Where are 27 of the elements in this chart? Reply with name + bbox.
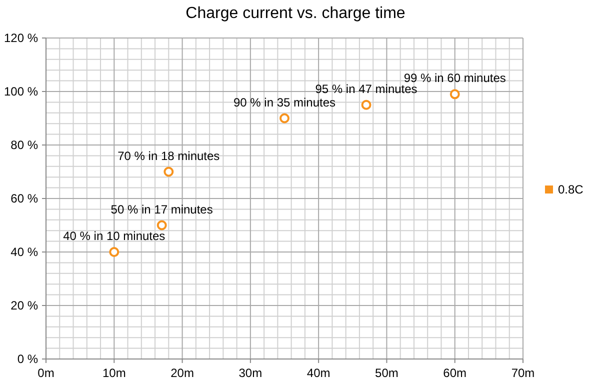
data-label: 70 % in 18 minutes — [118, 148, 220, 163]
y-tick-label: 40 % — [10, 245, 38, 259]
point — [109, 247, 120, 257]
y-tick-label: 0 % — [17, 352, 38, 366]
point — [164, 166, 174, 177]
x-tick-label: 30m — [238, 366, 262, 380]
x-tick-label: 0m — [38, 366, 54, 380]
y-tick-label: 60 % — [10, 192, 38, 206]
point — [280, 113, 290, 124]
data-label: 50 % in 17 minutes — [110, 202, 213, 216]
y-tick-label: 80 % — [10, 138, 38, 152]
y-tick-label: 100 % — [4, 84, 38, 98]
data-label: 90 % in 35 minutes — [233, 95, 336, 110]
x-tick-label: 50m — [375, 366, 398, 380]
y-tick-label: 20 % — [10, 298, 38, 312]
point — [156, 220, 167, 230]
point — [450, 89, 460, 100]
data-label: 40 % in 10 minutes — [63, 229, 166, 243]
x-tick-label: 10m — [102, 366, 126, 380]
chart-title: Charge current vs. charge time — [186, 5, 406, 22]
point — [361, 100, 372, 110]
x-tick-label: 60m — [443, 366, 467, 380]
x-tick-label: 40m — [306, 366, 330, 380]
x-tick-label: 20m — [170, 366, 194, 380]
y-tick-label: 120 % — [4, 31, 38, 45]
x-tick-label: 70m — [511, 366, 535, 380]
legend-label: 0.8C — [558, 182, 584, 196]
